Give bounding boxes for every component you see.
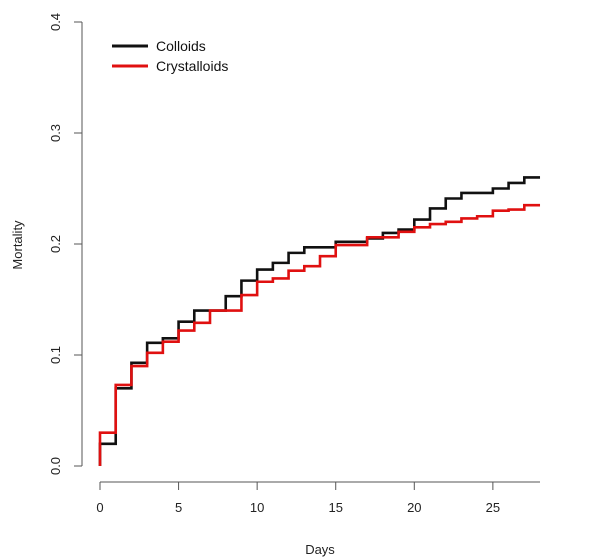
legend: Colloids Crystalloids: [112, 38, 228, 74]
x-tick-label: 0: [96, 500, 103, 515]
x-tick-label: 25: [486, 500, 500, 515]
y-axis-label: Mortality: [10, 220, 25, 270]
series-layer: [98, 176, 541, 466]
x-axis-label: Days: [305, 542, 335, 557]
y-tick-label: 0.2: [48, 235, 63, 253]
y-tick-label: 0.0: [48, 457, 63, 475]
x-tick-label: 5: [175, 500, 182, 515]
x-tick-label: 20: [407, 500, 421, 515]
x-tick-label: 10: [250, 500, 264, 515]
legend-label-colloids: Colloids: [156, 38, 206, 54]
series-line-colloids: [98, 176, 541, 466]
y-tick-label: 0.4: [48, 13, 63, 31]
x-tick-label: 15: [328, 500, 342, 515]
y-tick-label: 0.3: [48, 124, 63, 142]
x-axis-ticks: 0 5 10 15 20 25: [96, 482, 500, 515]
series-line-crystalloids: [98, 203, 541, 466]
y-axis-ticks: 0.0 0.1 0.2 0.3 0.4: [48, 13, 82, 475]
y-tick-label: 0.1: [48, 346, 63, 364]
legend-label-crystalloids: Crystalloids: [156, 58, 228, 74]
